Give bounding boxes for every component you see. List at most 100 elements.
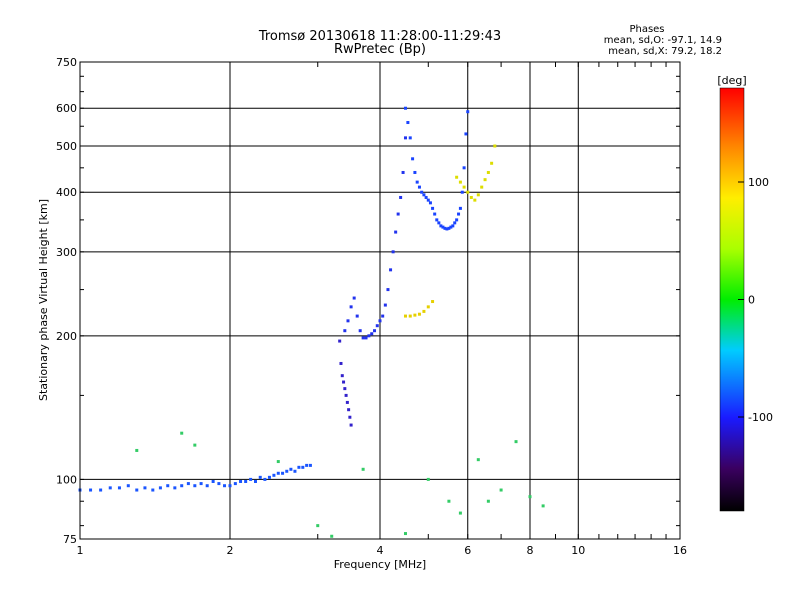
data-point xyxy=(239,479,243,483)
data-point xyxy=(439,224,443,228)
data-point xyxy=(403,136,407,140)
data-point xyxy=(99,488,103,492)
y-tick-label: 750 xyxy=(56,56,77,69)
data-point xyxy=(391,250,395,254)
data-point xyxy=(483,178,487,182)
data-point xyxy=(401,170,405,174)
colorbar-ticks: 100 0 -100 xyxy=(738,176,773,424)
data-point xyxy=(383,303,387,307)
data-point xyxy=(340,374,344,378)
data-point xyxy=(428,201,432,205)
data-point xyxy=(352,296,356,300)
data-point xyxy=(455,218,459,222)
data-point xyxy=(308,463,312,467)
data-point xyxy=(403,314,407,318)
data-point xyxy=(415,180,419,184)
data-point xyxy=(422,309,426,313)
data-point xyxy=(411,157,415,161)
data-point xyxy=(301,465,305,469)
data-point xyxy=(228,484,232,488)
data-point xyxy=(493,144,497,148)
x-tick-label: 2 xyxy=(227,544,234,557)
data-point xyxy=(389,268,393,272)
data-point xyxy=(386,288,390,292)
series-group xyxy=(338,339,353,427)
data-point xyxy=(249,477,253,481)
y-tick-label: 500 xyxy=(56,140,77,153)
data-point xyxy=(528,495,532,499)
data-point xyxy=(445,227,449,231)
data-point xyxy=(455,175,459,179)
data-point xyxy=(342,380,346,384)
data-point xyxy=(462,166,466,170)
data-point xyxy=(143,486,147,490)
data-point xyxy=(158,486,162,490)
data-point xyxy=(426,198,430,202)
data-point xyxy=(447,499,451,503)
data-point xyxy=(193,484,197,488)
data-point xyxy=(151,488,155,492)
series-group xyxy=(343,136,407,340)
data-point xyxy=(417,312,421,316)
data-point xyxy=(223,484,227,488)
data-point xyxy=(373,329,377,333)
data-point xyxy=(355,314,359,318)
data-point xyxy=(347,408,351,412)
data-point xyxy=(281,471,285,475)
series-group xyxy=(455,144,497,202)
data-point xyxy=(180,484,184,488)
data-point xyxy=(408,136,412,140)
x-axis-label: Frequency [MHz] xyxy=(334,558,426,571)
data-point xyxy=(449,225,453,229)
data-point xyxy=(413,313,417,317)
data-point xyxy=(343,387,347,391)
y-tick-label: 400 xyxy=(56,186,77,199)
data-point xyxy=(364,336,368,340)
data-point xyxy=(344,393,348,397)
data-point xyxy=(330,534,334,538)
data-point xyxy=(193,443,197,447)
series-group xyxy=(403,300,435,318)
data-point xyxy=(490,161,494,165)
data-point xyxy=(361,336,365,340)
data-point xyxy=(399,195,403,199)
data-point xyxy=(135,448,139,452)
data-point xyxy=(422,193,426,197)
data-point xyxy=(499,488,503,492)
data-point xyxy=(211,479,215,483)
data-point xyxy=(466,190,470,194)
data-point xyxy=(476,193,480,197)
data-point xyxy=(285,469,289,473)
data-point xyxy=(486,170,490,174)
data-point xyxy=(339,361,343,365)
colorbar-label: [deg] xyxy=(717,74,746,87)
data-point xyxy=(424,195,428,199)
data-point xyxy=(541,504,545,508)
data-point xyxy=(346,319,350,323)
colorbar-tick-label: 0 xyxy=(748,294,755,307)
data-point xyxy=(420,190,424,194)
data-point xyxy=(258,475,262,479)
data-point xyxy=(361,467,365,471)
chart-title: Tromsø 20130618 11:28:00-11:29:43 xyxy=(258,29,501,44)
x-tick-label: 6 xyxy=(464,544,471,557)
data-point xyxy=(349,423,353,427)
data-point xyxy=(166,484,170,488)
data-point xyxy=(186,482,190,486)
data-point xyxy=(464,132,468,136)
data-point xyxy=(403,532,407,536)
data-point xyxy=(476,458,480,462)
data-point xyxy=(453,221,457,225)
x-tick-label: 8 xyxy=(527,544,534,557)
data-points xyxy=(78,106,545,538)
data-point xyxy=(180,431,184,435)
data-point xyxy=(297,465,301,469)
data-point xyxy=(173,486,177,490)
data-point xyxy=(417,185,421,189)
data-point xyxy=(358,329,362,333)
data-point xyxy=(457,212,461,216)
series-group xyxy=(135,431,545,538)
data-point xyxy=(289,467,293,471)
data-point xyxy=(458,511,462,515)
data-point xyxy=(443,226,447,230)
